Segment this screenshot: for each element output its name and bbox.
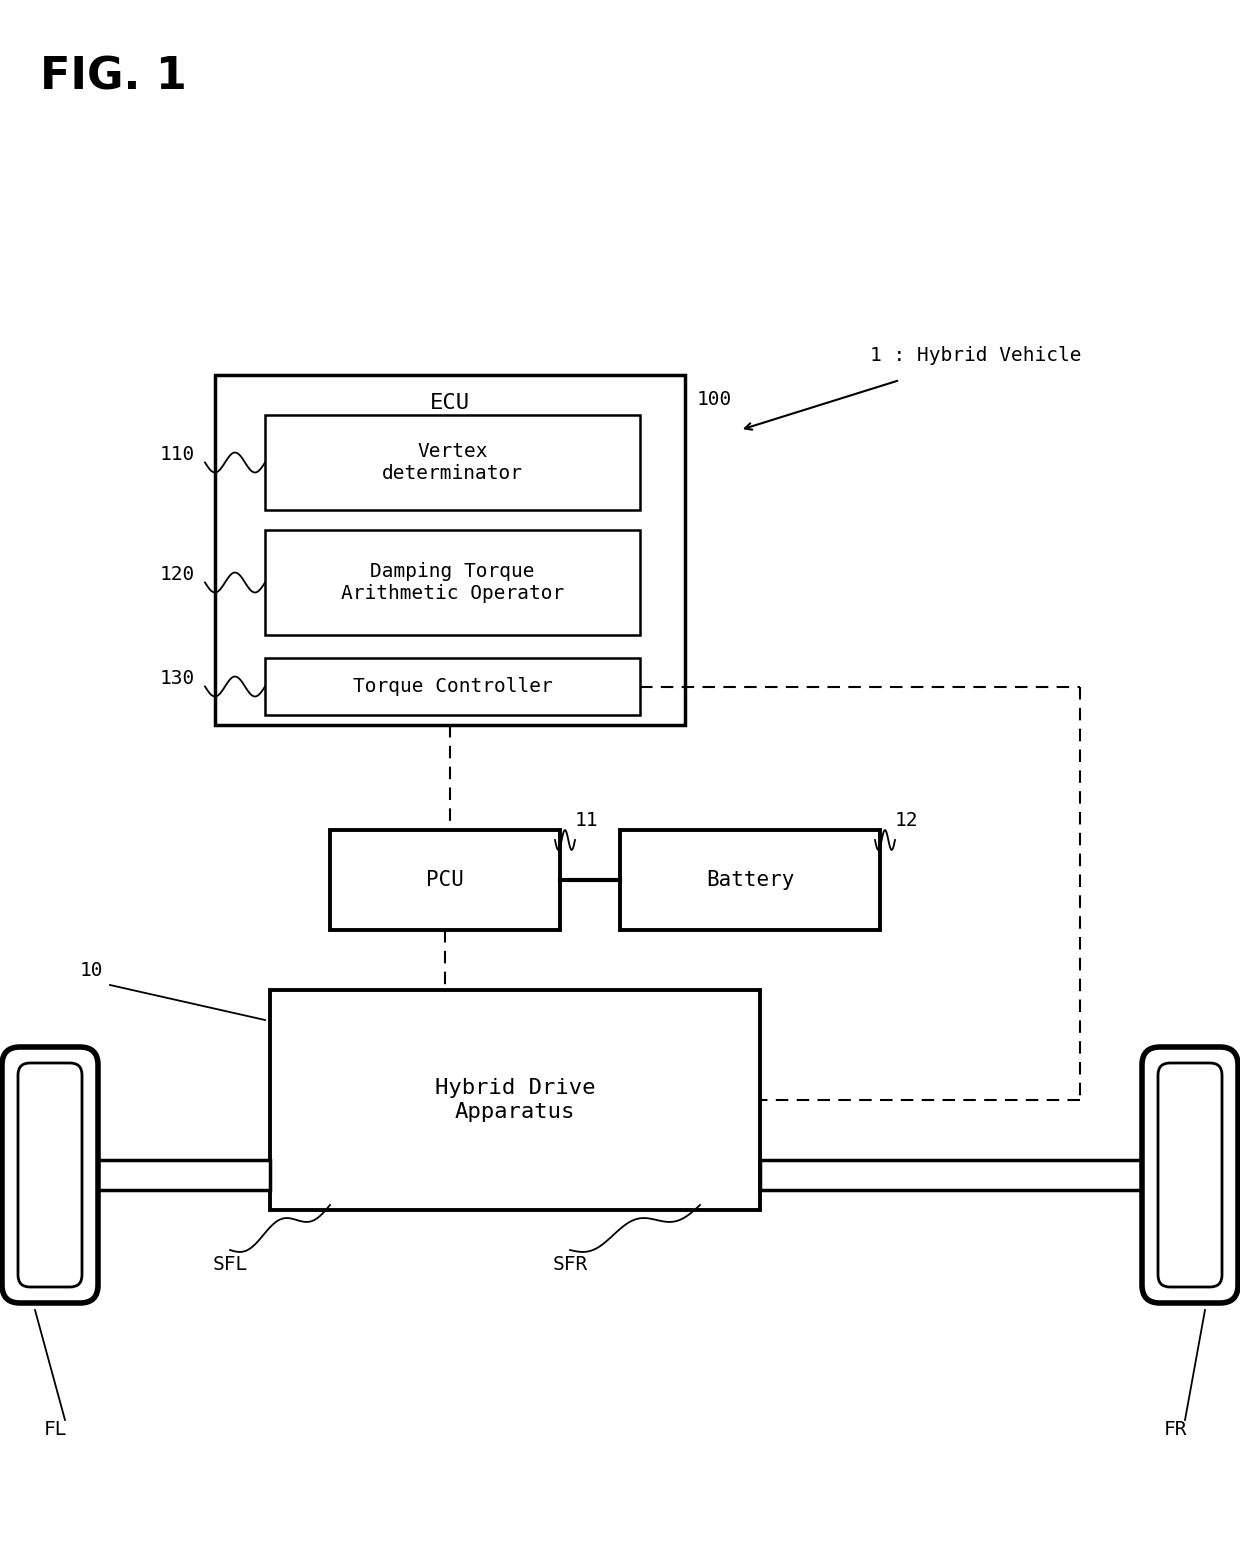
Bar (330, 830, 560, 930)
Bar (620, 830, 880, 930)
Text: 100: 100 (697, 389, 733, 409)
Bar (760, 1160, 1166, 1190)
Text: 1 : Hybrid Vehicle: 1 : Hybrid Vehicle (870, 346, 1081, 364)
Bar (270, 990, 760, 1210)
Text: 130: 130 (160, 670, 195, 688)
Text: SFR: SFR (552, 1255, 588, 1274)
Text: Torque Controller: Torque Controller (352, 677, 552, 696)
Bar (265, 529, 640, 635)
Text: Damping Torque
Arithmetic Operator: Damping Torque Arithmetic Operator (341, 562, 564, 603)
Text: FIG. 1: FIG. 1 (40, 54, 187, 98)
Text: 110: 110 (160, 445, 195, 464)
Text: 11: 11 (575, 811, 599, 830)
FancyBboxPatch shape (1158, 1063, 1221, 1288)
Text: Vertex
determinator: Vertex determinator (382, 442, 523, 483)
Bar (215, 375, 684, 726)
Text: FR: FR (1163, 1420, 1187, 1439)
Text: Hybrid Drive
Apparatus: Hybrid Drive Apparatus (435, 1079, 595, 1121)
Bar (74, 1160, 270, 1190)
Text: 12: 12 (895, 811, 919, 830)
Text: 120: 120 (160, 565, 195, 584)
Text: PCU: PCU (427, 870, 464, 891)
FancyBboxPatch shape (2, 1046, 98, 1303)
Bar (265, 416, 640, 511)
FancyBboxPatch shape (1142, 1046, 1238, 1303)
FancyBboxPatch shape (19, 1063, 82, 1288)
Text: ECU: ECU (430, 392, 470, 413)
Text: SFL: SFL (212, 1255, 248, 1274)
Text: Battery: Battery (706, 870, 794, 891)
Text: FL: FL (43, 1420, 67, 1439)
Text: 10: 10 (81, 961, 103, 979)
Bar (265, 659, 640, 715)
